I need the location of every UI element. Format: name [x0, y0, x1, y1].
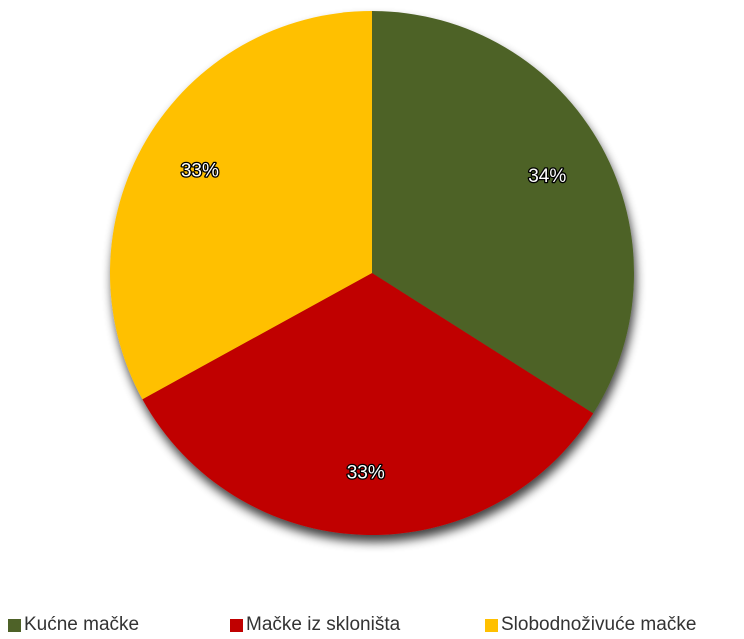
legend-label-slobodnozivuce-macke: Slobodnoživuće mačke — [501, 614, 697, 635]
pie-slices — [109, 11, 635, 536]
legend-swatch-kucne-macke — [8, 618, 21, 632]
legend-item-kucne-macke: Kućne mačke — [8, 612, 139, 638]
legend: Kućne mačke Mačke iz skloništa Slobodnož… — [8, 612, 744, 638]
pie-data-label-1: 33% — [347, 462, 385, 483]
pie-chart: 34% 33% 33% — [109, 11, 635, 536]
pie-slice-0 — [372, 11, 635, 414]
legend-label-kucne-macke: Kućne mačke — [24, 614, 140, 635]
legend-item-slobodnozivuce-macke: Slobodnoživuće mačke — [485, 612, 696, 638]
pie-slice-1 — [142, 273, 594, 536]
legend-swatch-macke-iz-skloniste — [230, 618, 243, 632]
legend-label-macke-iz-skloniste: Mačke iz skloništa — [246, 614, 401, 635]
legend-item-macke-iz-skloniste: Mačke iz skloništa — [230, 612, 400, 638]
pie-data-labels: 34% 33% 33% — [180, 159, 568, 484]
pie-slice-2 — [109, 11, 372, 400]
pie-data-label-0: 34% — [528, 166, 566, 187]
legend-swatch-slobodnozivuce-macke — [485, 618, 498, 632]
pie-data-label-2: 33% — [181, 161, 219, 182]
